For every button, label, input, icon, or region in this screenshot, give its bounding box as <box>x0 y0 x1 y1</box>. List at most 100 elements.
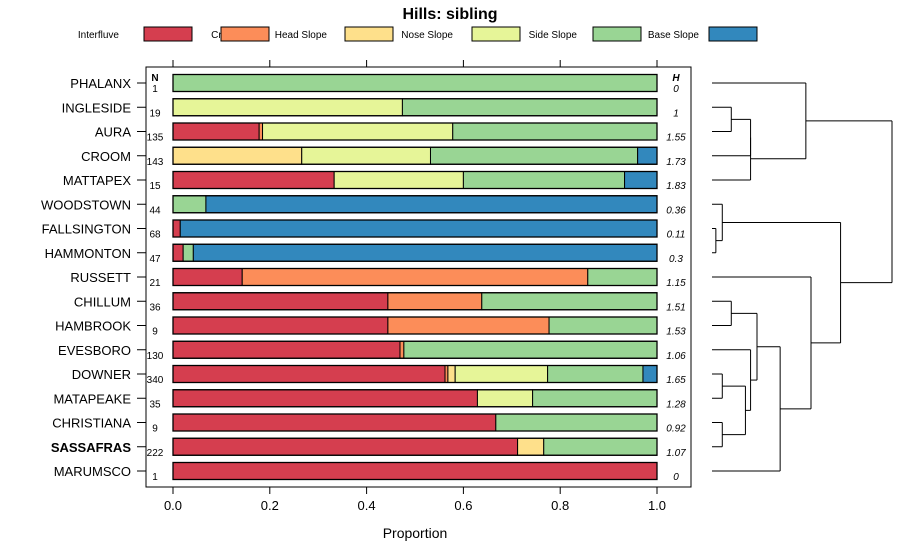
row-label-russett: RUSSETT <box>70 270 131 285</box>
legend-swatch-base-slope <box>708 26 758 42</box>
bar-segment-hambrook-crest <box>387 316 550 335</box>
legend-swatch-side-slope <box>592 26 642 42</box>
x-tick-label-1.0: 1.0 <box>648 498 666 513</box>
bar-outline-hammonton <box>172 243 658 262</box>
bar-segment-fallsington-interfluve <box>172 219 181 238</box>
x-tick-label-0.4: 0.4 <box>358 498 376 513</box>
n-value-downer: 340 <box>147 375 164 386</box>
bar-segment-sassafras-head-slope <box>517 437 545 456</box>
bar-segment-christiana-interfluve <box>172 413 497 432</box>
row-label-sassafras: SASSAFRAS <box>51 440 132 455</box>
bar-segment-hammonton-base-slope <box>192 243 658 262</box>
bar-segment-sassafras-interfluve <box>172 437 519 456</box>
bar-segment-mattapex-interfluve <box>172 171 335 189</box>
bar-segment-fallsington-base-slope <box>179 219 658 238</box>
x-axis-label: Proportion <box>383 525 448 541</box>
n-value-evesboro: 130 <box>147 351 164 362</box>
bars-layer <box>172 73 658 481</box>
bar-outline-chillum <box>172 292 658 311</box>
bar-segment-croom-nose-slope <box>301 146 431 165</box>
h-value-russett: 1.15 <box>666 278 686 289</box>
row-label-ingleside: INGLESIDE <box>62 100 132 115</box>
row-label-aura: AURA <box>95 125 131 140</box>
n-value-croom: 143 <box>147 157 164 168</box>
bar-segment-sassafras-side-slope <box>543 437 658 456</box>
bar-segment-downer-base-slope <box>642 365 658 383</box>
bar-segment-mattapex-base-slope <box>624 171 658 189</box>
legend-swatch-crest <box>220 26 270 42</box>
bar-segment-croom-head-slope <box>172 146 303 165</box>
h-value-evesboro: 1.06 <box>666 351 686 362</box>
h-value-marumsco: 0 <box>673 472 679 483</box>
bar-segment-chillum-interfluve <box>172 292 389 311</box>
n-value-aura: 135 <box>147 133 164 144</box>
bar-outline-downer <box>172 364 658 384</box>
legend-swatch-nose-slope <box>471 26 521 42</box>
row-label-matapeake: MATAPEAKE <box>53 391 131 406</box>
bar-segment-marumsco-interfluve <box>172 462 658 480</box>
legend-label-interfluve: Interfluve <box>78 30 120 41</box>
bar-segment-mattapex-nose-slope <box>333 171 464 189</box>
bar-segment-hambrook-side-slope <box>548 316 658 335</box>
h-value-woodstown: 0.36 <box>666 205 686 216</box>
row-label-mattapex: MATTAPEX <box>63 173 131 188</box>
row-label-christiana: CHRISTIANA <box>52 416 131 431</box>
n-value-fallsington: 68 <box>149 230 161 241</box>
bar-segment-chillum-side-slope <box>481 292 658 311</box>
row-label-fallsington: FALLSINGTON <box>42 222 131 237</box>
bar-outline-christiana <box>172 413 658 432</box>
n-value-hambrook: 9 <box>152 327 158 338</box>
bar-segment-matapeake-nose-slope <box>476 389 534 408</box>
n-value-phalanx: 1 <box>152 84 158 95</box>
h-value-chillum: 1.51 <box>666 302 685 313</box>
bar-outline-ingleside <box>172 98 658 117</box>
row-label-marumsco: MARUMSCO <box>54 464 131 479</box>
bar-outline-phalanx <box>172 73 658 93</box>
bar-outline-aura <box>172 122 658 141</box>
row-label-evesboro: EVESBORO <box>58 343 131 358</box>
bar-segment-evesboro-interfluve <box>172 340 401 359</box>
bar-segment-ingleside-nose-slope <box>172 98 403 117</box>
n-value-hammonton: 47 <box>149 254 161 265</box>
bar-segment-aura-crest <box>258 122 264 141</box>
h-value-ingleside: 1 <box>673 108 679 119</box>
bar-outline-sassafras <box>172 437 658 456</box>
bar-segment-hambrook-interfluve <box>172 316 389 335</box>
bar-outline-evesboro <box>172 340 658 359</box>
bar-segment-russett-side-slope <box>587 268 658 286</box>
row-label-chillum: CHILLUM <box>74 294 131 309</box>
n-value-chillum: 36 <box>149 302 161 313</box>
bar-segment-mattapex-side-slope <box>462 171 626 189</box>
bar-segment-hammonton-interfluve <box>172 243 184 262</box>
n-value-marumsco: 1 <box>152 472 158 483</box>
row-label-hammonton: HAMMONTON <box>45 246 131 261</box>
bar-outline-russett <box>172 267 658 287</box>
bar-segment-aura-side-slope <box>452 122 658 141</box>
bar-segment-matapeake-side-slope <box>532 389 658 408</box>
x-tick-label-0.0: 0.0 <box>164 498 182 513</box>
h-value-hambrook: 1.53 <box>666 327 686 338</box>
x-axis: 0.0 0.2 0.4 0.6 0.8 1.0 <box>164 60 666 513</box>
bar-outline-fallsington <box>172 219 658 238</box>
h-value-phalanx: 0 <box>673 84 679 95</box>
h-value-croom: 1.73 <box>666 157 686 168</box>
bar-segment-christiana-side-slope <box>495 413 658 432</box>
legend-swatch-head-slope <box>344 26 394 42</box>
bar-segment-evesboro-crest <box>399 340 405 359</box>
bar-segment-downer-side-slope <box>547 365 644 383</box>
legend-label-base-slope: Base Slope <box>648 30 700 41</box>
n-column-header: N <box>151 73 158 84</box>
h-column-header: H <box>672 73 680 84</box>
h-value-hammonton: 0.3 <box>669 254 683 265</box>
bar-segment-phalanx-side-slope <box>172 74 658 92</box>
h-value-matapeake: 1.28 <box>666 399 686 410</box>
bar-outline-croom <box>172 146 658 165</box>
bar-segment-aura-interfluve <box>172 122 260 141</box>
dendrogram <box>712 82 893 472</box>
x-tick-label-0.8: 0.8 <box>551 498 569 513</box>
h-value-christiana: 0.92 <box>666 424 686 435</box>
n-value-sassafras: 222 <box>147 448 164 459</box>
